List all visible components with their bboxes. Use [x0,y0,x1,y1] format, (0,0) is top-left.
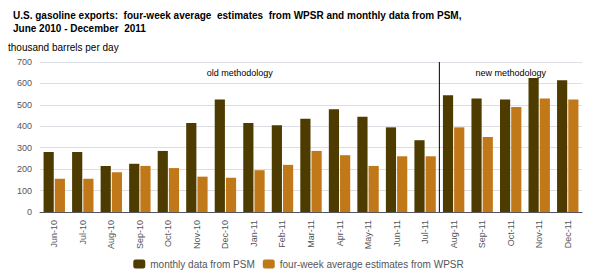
svg-text:May-11: May-11 [363,220,373,249]
svg-text:Oct-10: Oct-10 [163,220,173,247]
svg-text:U.S. gasoline exports: four-w: U.S. gasoline exports: four-week average… [13,10,462,21]
svg-text:Nov-11: Nov-11 [534,220,544,248]
svg-text:600: 600 [17,78,32,88]
svg-text:Apr-11: Apr-11 [335,220,345,246]
svg-text:Jul-10: Jul-10 [78,220,88,245]
svg-text:thousand barrels per day: thousand barrels per day [8,42,119,53]
svg-text:Jun-11: Jun-11 [392,220,402,247]
svg-text:Sep-10: Sep-10 [135,220,145,249]
svg-text:new methodology: new methodology [475,68,546,78]
svg-text:0: 0 [27,207,32,217]
svg-text:Jan-11: Jan-11 [249,220,259,247]
svg-text:300: 300 [17,143,32,153]
svg-text:Dec-11: Dec-11 [563,220,573,248]
svg-text:Jul-11: Jul-11 [420,220,430,244]
svg-text:old methodology: old methodology [207,68,274,78]
svg-text:four-week average estimates fr: four-week average estimates from WPSR [280,259,464,270]
svg-text:400: 400 [17,121,32,131]
svg-text:Oct-11: Oct-11 [506,220,516,246]
svg-text:monthly data from PSM: monthly data from PSM [150,259,254,270]
svg-text:Sep-11: Sep-11 [477,220,487,248]
svg-text:Jun-10: Jun-10 [49,220,59,248]
svg-text:500: 500 [17,100,32,110]
svg-text:Aug-11: Aug-11 [449,220,459,248]
svg-text:200: 200 [17,164,32,174]
svg-text:June 2010 - December 2011: June 2010 - December 2011 [13,23,146,34]
svg-text:100: 100 [17,186,32,196]
svg-text:Dec-10: Dec-10 [220,220,230,249]
svg-text:Aug-10: Aug-10 [106,220,116,249]
svg-text:700: 700 [17,57,32,67]
svg-text:Feb-11: Feb-11 [277,220,287,248]
svg-text:Mar-11: Mar-11 [306,220,316,248]
svg-text:Nov-10: Nov-10 [192,220,202,249]
